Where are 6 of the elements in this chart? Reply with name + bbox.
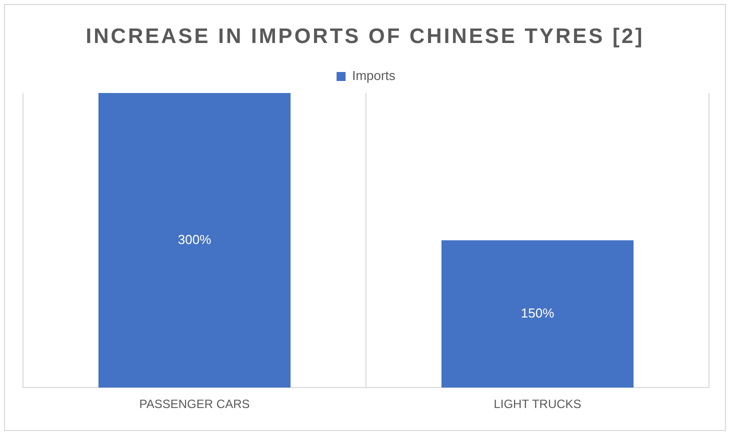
x-tick-label: PASSENGER CARS <box>139 397 250 412</box>
chart-title: INCREASE IN IMPORTS OF CHINESE TYRES [2] <box>84 25 646 49</box>
x-tick-label: LIGHT TRUCKS <box>494 397 582 412</box>
legend-label: Imports <box>352 68 396 84</box>
data-label: 150% <box>520 306 555 321</box>
data-label: 300% <box>178 232 212 247</box>
